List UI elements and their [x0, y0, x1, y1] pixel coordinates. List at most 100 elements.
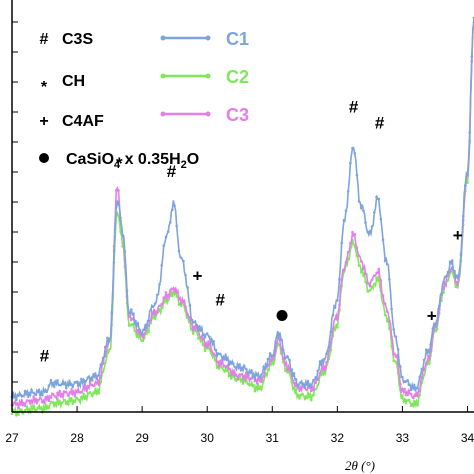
- data-point: [373, 211, 376, 214]
- data-point: [123, 250, 127, 253]
- data-point: [364, 272, 367, 276]
- data-point: [314, 376, 318, 379]
- data-point: [412, 396, 415, 400]
- data-point: [88, 380, 92, 384]
- data-point: [444, 275, 448, 279]
- data-point: [409, 388, 413, 392]
- data-point: [192, 325, 196, 329]
- data-point: [427, 349, 430, 352]
- data-point: [60, 382, 64, 386]
- data-point: [357, 264, 361, 267]
- data-point: [377, 267, 381, 271]
- data-point: [23, 404, 27, 407]
- data-point: [210, 338, 213, 341]
- data-point: [258, 375, 261, 379]
- peak-marker: #: [349, 97, 359, 116]
- data-point: [294, 378, 298, 381]
- data-point: [266, 357, 270, 361]
- data-point: [64, 402, 68, 405]
- data-point: [28, 408, 31, 411]
- data-point: [203, 335, 207, 339]
- data-point: [427, 354, 430, 358]
- data-point: [288, 358, 291, 362]
- legend-marker: [205, 73, 211, 79]
- data-point: [236, 363, 239, 366]
- data-point: [385, 319, 389, 323]
- data-point: [279, 338, 283, 342]
- peak-marker: #: [167, 162, 177, 181]
- data-point: [82, 378, 85, 382]
- data-point: [305, 383, 309, 386]
- legend-phase-label: C3S: [62, 31, 93, 48]
- data-point: [158, 304, 161, 308]
- data-point: [299, 393, 302, 397]
- series-layer: [10, 16, 474, 417]
- data-point: [21, 394, 25, 398]
- data-point: [455, 274, 458, 278]
- data-point: [312, 393, 315, 397]
- data-point: [14, 403, 18, 406]
- data-point: [119, 219, 122, 222]
- data-point: [392, 328, 396, 331]
- data-point: [266, 368, 270, 371]
- data-point: [336, 326, 339, 329]
- data-point: [58, 383, 61, 387]
- data-point: [292, 372, 296, 375]
- data-point: [51, 401, 55, 404]
- data-point: [405, 379, 409, 383]
- data-point: [227, 363, 231, 367]
- data-point: [188, 303, 192, 307]
- data-point: [86, 385, 90, 388]
- data-point: [407, 389, 411, 393]
- data-point: [147, 330, 150, 334]
- data-point: [264, 372, 268, 375]
- data-point: [329, 341, 333, 344]
- data-point: [425, 348, 428, 352]
- data-point: [25, 390, 29, 393]
- data-point: [355, 254, 359, 258]
- data-point: [127, 311, 131, 314]
- data-point: [28, 399, 31, 403]
- data-point: [210, 349, 213, 353]
- data-point: [438, 304, 441, 308]
- data-point: [229, 377, 233, 380]
- data-point: [442, 291, 445, 295]
- data-point: [258, 387, 261, 390]
- data-point: [305, 388, 309, 392]
- data-point: [192, 320, 196, 324]
- data-point: [446, 270, 450, 274]
- data-point: [349, 161, 352, 165]
- data-point: [91, 383, 94, 387]
- data-point: [231, 362, 235, 366]
- data-point: [71, 402, 74, 405]
- data-point: [407, 383, 411, 387]
- data-point: [130, 318, 133, 322]
- data-point: [43, 401, 46, 404]
- data-point: [451, 259, 454, 262]
- data-point: [23, 389, 27, 393]
- data-point: [158, 283, 161, 286]
- data-point: [12, 396, 16, 399]
- data-point: [17, 406, 20, 410]
- data-point: [205, 332, 209, 335]
- data-point: [60, 392, 64, 396]
- data-point: [49, 400, 53, 404]
- x-tick-label: 32: [331, 431, 345, 445]
- data-point: [212, 352, 215, 356]
- data-point: [75, 380, 79, 384]
- data-point: [179, 302, 183, 306]
- data-point: [414, 388, 417, 392]
- data-point: [392, 353, 396, 356]
- data-point: [249, 371, 252, 374]
- legend-phase-label: CH: [62, 73, 85, 90]
- peak-marker: #: [40, 347, 50, 366]
- data-point: [303, 397, 307, 401]
- data-point: [47, 406, 51, 410]
- annotation-layer: # * # + # # # + +: [40, 97, 463, 365]
- data-point: [69, 399, 72, 403]
- data-point: [25, 399, 29, 402]
- data-point: [435, 319, 439, 323]
- data-point: [112, 249, 116, 253]
- data-point: [310, 385, 313, 388]
- data-point: [416, 404, 419, 407]
